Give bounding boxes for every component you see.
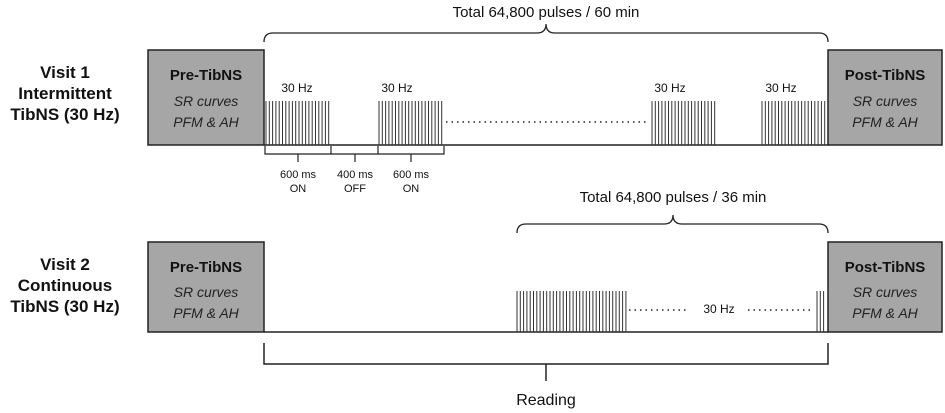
visit1-interval-1-line2: ON (290, 183, 307, 195)
visit1-total-label: Total 64,800 pulses / 60 min (453, 4, 640, 21)
visit1-post-title: Post-TibNS (845, 67, 926, 84)
visit1-burst-2 (378, 101, 443, 145)
visit2-end-pulses (816, 291, 825, 332)
visit1-burst-4 (761, 101, 826, 145)
visit1-interval-1-line1: 600 ms (280, 169, 317, 181)
visit1-post-line2: PFM & AH (852, 114, 918, 130)
visit1-burst-4-freq: 30 Hz (765, 81, 796, 95)
reading-bracket (263, 343, 829, 365)
reading-label: Reading (516, 392, 576, 409)
visit1-post-box: Post-TibNS SR curves PFM & AH (827, 49, 943, 146)
visit1-burst-1 (265, 101, 330, 145)
visit1-pre-box: Pre-TibNS SR curves PFM & AH (147, 49, 265, 146)
visit1-interval-on-2-bracket (378, 146, 445, 155)
visit2-label-line3: TibNS (30 Hz) (10, 297, 119, 316)
visit2-post-line1: SR curves (853, 284, 918, 300)
visit1-burst-3 (651, 101, 716, 145)
visit2-pre-box: Pre-TibNS SR curves PFM & AH (147, 241, 265, 333)
visit1-burst-2-freq: 30 Hz (381, 81, 412, 95)
visit1-post-line1: SR curves (853, 93, 918, 109)
visit2-continuous-pulses (516, 291, 627, 332)
visit1-total-brace (263, 23, 829, 43)
visit2-total-label: Total 64,800 pulses / 36 min (580, 189, 767, 206)
visit2-freq-label: 30 Hz (703, 302, 734, 316)
visit1-label-line1: Visit 1 (40, 63, 90, 82)
visit1-interval-on-1-bracket (264, 146, 332, 155)
visit1-interval-3-line2: ON (403, 183, 420, 195)
visit2-pre-line2: PFM & AH (173, 305, 239, 321)
visit1-label-line2: Intermittent (18, 84, 112, 103)
visit2-post-box: Post-TibNS SR curves PFM & AH (827, 241, 943, 333)
visit1-interval-3-line1: 600 ms (393, 169, 430, 181)
visit1-pre-title: Pre-TibNS (170, 67, 242, 84)
visit1-burst-3-freq: 30 Hz (654, 81, 685, 95)
visit1-pre-line2: PFM & AH (173, 114, 239, 130)
visit2-post-line2: PFM & AH (852, 305, 918, 321)
visit2-pre-title: Pre-TibNS (170, 259, 242, 276)
visit1-interval-2-line2: OFF (344, 183, 366, 195)
visit2-label-line2: Continuous (18, 276, 112, 295)
visit1-burst-1-freq: 30 Hz (281, 81, 312, 95)
visit2-total-brace (516, 214, 829, 234)
visit1-interval-2-line1: 400 ms (337, 169, 374, 181)
visit2-pre-line1: SR curves (174, 284, 239, 300)
visit1-pre-line1: SR curves (174, 93, 239, 109)
visit2-label-line1: Visit 2 (40, 255, 90, 274)
visit2-post-title: Post-TibNS (845, 259, 926, 276)
visit1-interval-off-bracket (331, 146, 379, 155)
visit1-label-line3: TibNS (30 Hz) (10, 105, 119, 124)
